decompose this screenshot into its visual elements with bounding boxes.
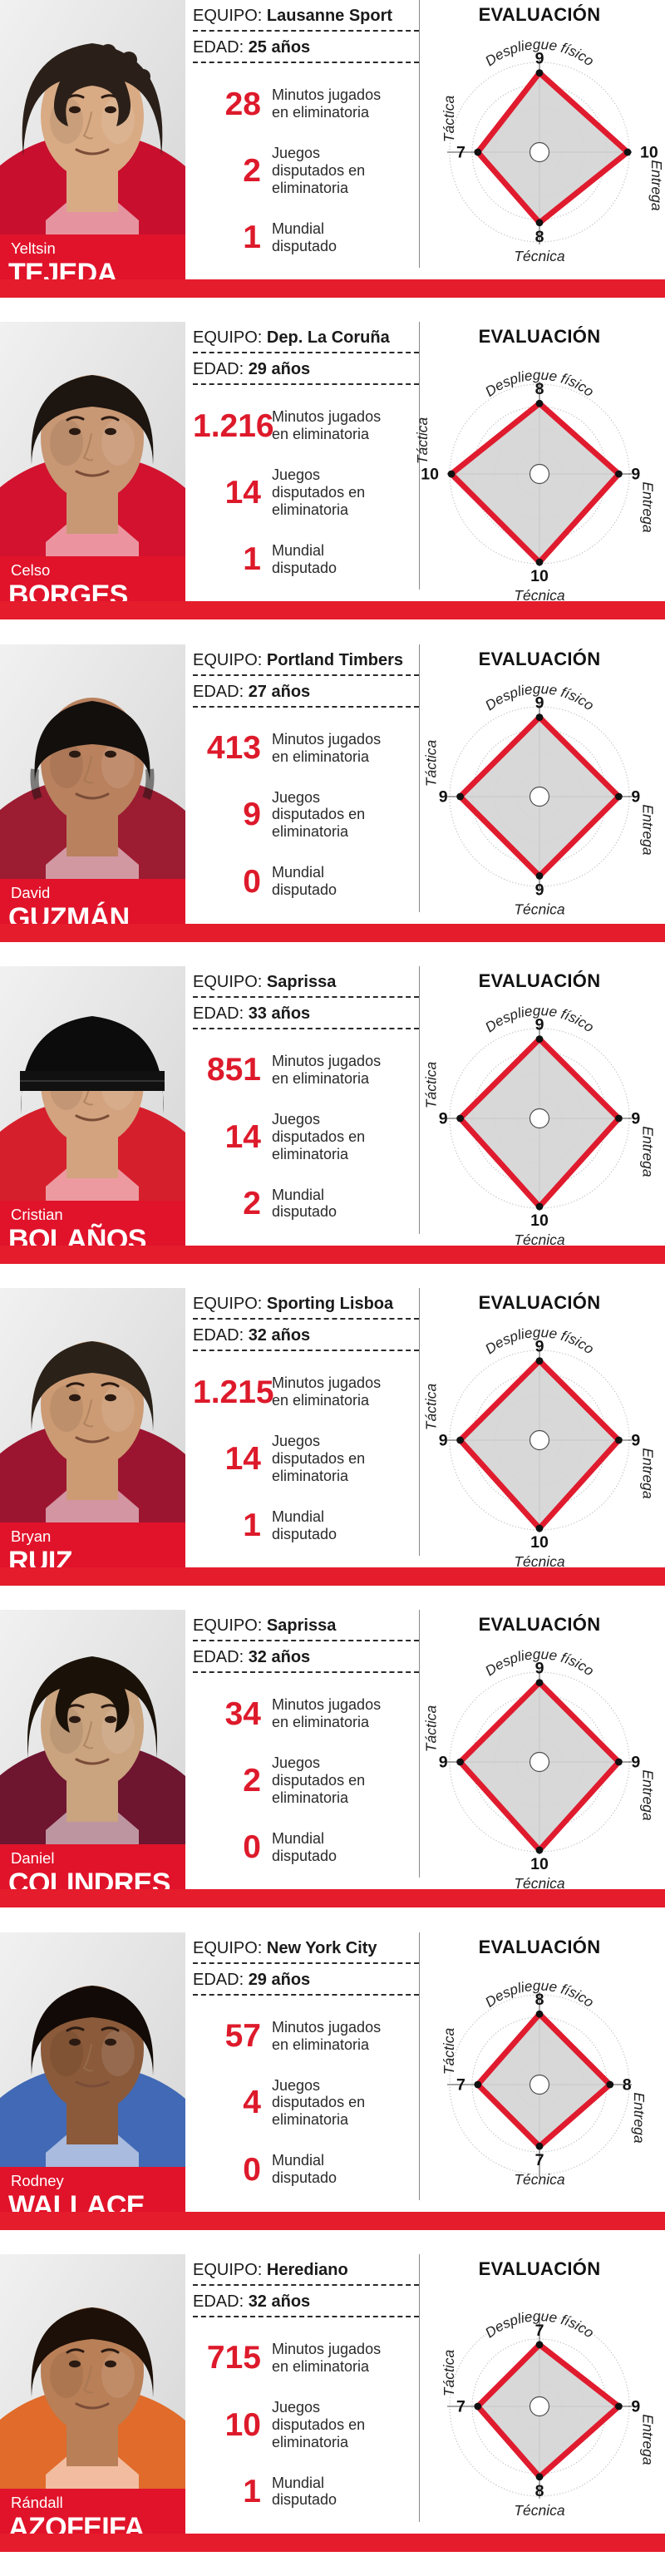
svg-text:Entrega: Entrega: [639, 1448, 656, 1499]
svg-text:8: 8: [535, 228, 544, 246]
svg-text:Técnica: Técnica: [514, 248, 565, 264]
svg-text:7: 7: [456, 2075, 466, 2094]
svg-text:8: 8: [535, 2482, 544, 2500]
svg-text:10: 10: [640, 144, 658, 162]
svg-text:10: 10: [530, 1855, 549, 1873]
svg-text:9: 9: [631, 2397, 640, 2416]
svg-text:Técnica: Técnica: [514, 2502, 565, 2519]
svg-text:7: 7: [535, 2151, 544, 2169]
svg-text:EVALUACIÓN: EVALUACIÓN: [479, 4, 601, 25]
svg-text:Rándall: Rándall: [11, 2494, 63, 2511]
svg-text:10: 10: [530, 1212, 549, 1230]
svg-text:Entrega: Entrega: [639, 1770, 656, 1822]
svg-text:9: 9: [535, 881, 544, 899]
svg-text:8: 8: [623, 2075, 632, 2094]
svg-text:David: David: [11, 884, 50, 901]
svg-text:Técnica: Técnica: [514, 2171, 565, 2188]
svg-text:10: 10: [530, 1533, 549, 1552]
svg-text:Táctica: Táctica: [423, 739, 440, 787]
svg-text:9: 9: [439, 787, 448, 806]
svg-text:Daniel: Daniel: [11, 1849, 54, 1867]
svg-text:Táctica: Táctica: [423, 1061, 440, 1108]
svg-text:Táctica: Táctica: [441, 2349, 457, 2396]
svg-text:Celso: Celso: [11, 561, 50, 579]
svg-text:EVALUACIÓN: EVALUACIÓN: [479, 1937, 601, 1957]
svg-text:9: 9: [439, 1109, 448, 1128]
svg-text:EVALUACIÓN: EVALUACIÓN: [479, 2258, 601, 2279]
svg-text:EVALUACIÓN: EVALUACIÓN: [479, 970, 601, 991]
svg-text:Táctica: Táctica: [414, 417, 431, 465]
svg-text:Rodney: Rodney: [11, 2172, 65, 2189]
svg-text:Yeltsin: Yeltsin: [11, 239, 56, 257]
svg-text:EVALUACIÓN: EVALUACIÓN: [479, 1614, 601, 1635]
svg-text:9: 9: [439, 1432, 448, 1450]
svg-text:Entrega: Entrega: [639, 2414, 656, 2465]
svg-text:Táctica: Táctica: [423, 1384, 440, 1431]
svg-text:9: 9: [631, 787, 640, 806]
svg-text:EVALUACIÓN: EVALUACIÓN: [479, 1292, 601, 1313]
svg-text:10: 10: [421, 466, 439, 484]
svg-text:Entrega: Entrega: [648, 160, 665, 211]
svg-text:10: 10: [530, 567, 549, 585]
svg-text:9: 9: [439, 1754, 448, 1772]
svg-text:Táctica: Táctica: [423, 1705, 440, 1753]
svg-text:Entrega: Entrega: [631, 2092, 648, 2144]
svg-text:Entrega: Entrega: [639, 804, 656, 856]
svg-text:7: 7: [456, 144, 466, 162]
svg-text:Táctica: Táctica: [441, 96, 457, 143]
svg-text:Entrega: Entrega: [639, 482, 656, 534]
svg-text:Entrega: Entrega: [639, 1126, 656, 1177]
svg-text:9: 9: [631, 1432, 640, 1450]
svg-text:9: 9: [631, 1109, 640, 1128]
svg-text:9: 9: [631, 1754, 640, 1772]
svg-text:9: 9: [631, 466, 640, 484]
svg-text:Táctica: Táctica: [441, 2027, 457, 2075]
svg-text:EVALUACIÓN: EVALUACIÓN: [479, 649, 601, 669]
svg-text:EVALUACIÓN: EVALUACIÓN: [479, 326, 601, 347]
svg-text:Cristian: Cristian: [11, 1206, 63, 1223]
svg-text:Bryan: Bryan: [11, 1527, 51, 1545]
svg-text:Técnica: Técnica: [514, 901, 565, 917]
svg-text:7: 7: [456, 2397, 466, 2416]
